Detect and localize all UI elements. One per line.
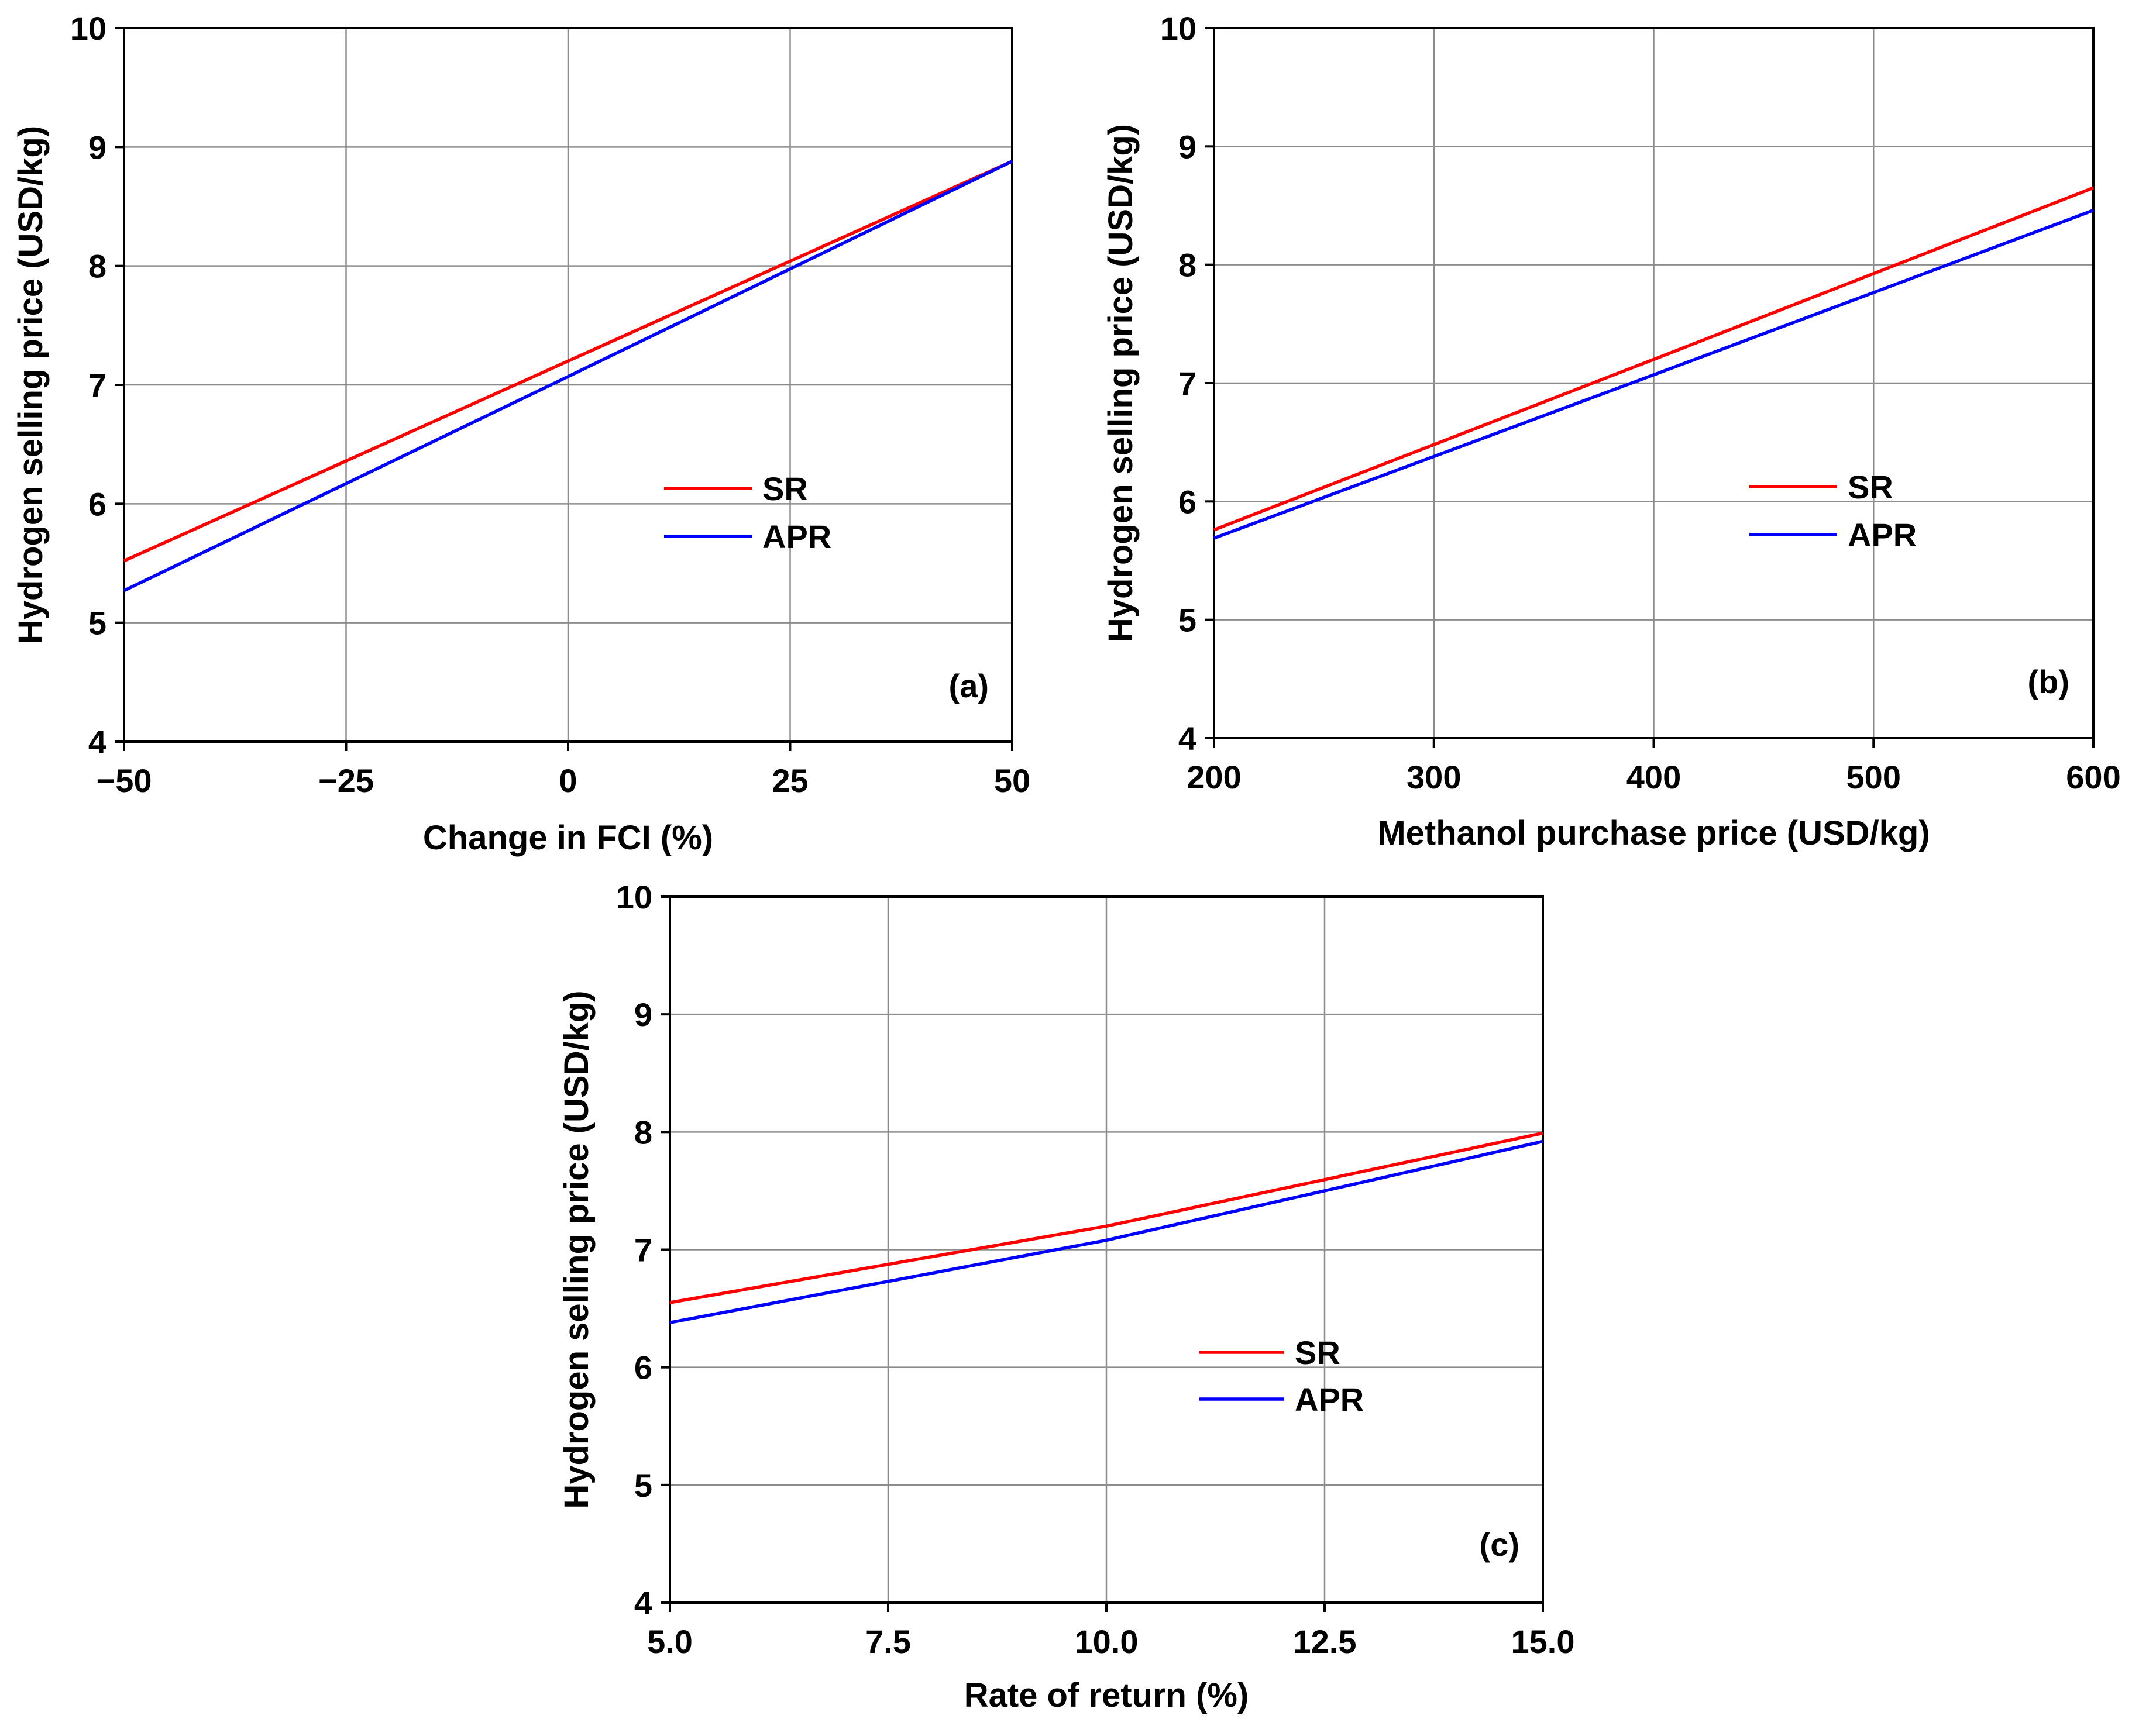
panel-label: (a) xyxy=(949,667,989,704)
x-tick-label: 5.0 xyxy=(647,1623,693,1660)
y-tick-label: 4 xyxy=(88,724,106,760)
y-tick-label: 7 xyxy=(634,1232,652,1269)
x-tick-label: 10.0 xyxy=(1075,1623,1139,1660)
x-axis-title-main: Rate of return xyxy=(964,1676,1196,1714)
legend-label-sr: SR xyxy=(762,470,808,507)
y-axis-title: Hydrogen selling price (USD/kg) xyxy=(1102,124,1140,642)
x-tick-label: 12.5 xyxy=(1293,1623,1357,1660)
x-tick-label: 15.0 xyxy=(1511,1623,1575,1660)
y-tick-label: 5 xyxy=(634,1467,652,1504)
y-tick-label: 8 xyxy=(1178,247,1196,284)
y-tick-label: 7 xyxy=(1178,365,1196,402)
series-line-sr xyxy=(123,160,1013,563)
x-axis-title-main: Methanol purchase price xyxy=(1377,814,1786,852)
y-tick-label: 7 xyxy=(88,367,106,404)
chart-panel-a: −50 −25 0 25 50 4 5 6 7 8 9 10 SR APR (a) Change in FCI… xyxy=(12,10,1030,857)
y-tick-label: 9 xyxy=(88,129,106,166)
y-tick-label: 6 xyxy=(88,485,106,522)
x-axis-title-main: Change in FCI xyxy=(423,819,661,857)
y-tick-label: 8 xyxy=(88,248,106,285)
x-axis-title: Methanol purchase price (USD/kg) xyxy=(1377,814,1930,852)
x-tick-label: −25 xyxy=(318,762,374,799)
y-tick-label: 10 xyxy=(1160,10,1196,47)
y-tick-label: 5 xyxy=(1178,602,1196,639)
y-tick-label: 6 xyxy=(634,1349,652,1386)
y-tick-label: 8 xyxy=(634,1114,652,1151)
legend-label-sr: SR xyxy=(1848,469,1893,505)
y-tick-label: 6 xyxy=(1178,483,1196,520)
y-tick-label: 4 xyxy=(1178,720,1196,757)
legend-label-apr: APR xyxy=(1295,1381,1364,1418)
x-tick-label: 200 xyxy=(1187,759,1241,795)
panel-label: (b) xyxy=(2027,663,2069,700)
x-axis-title: Rate of return (%) xyxy=(964,1676,1249,1714)
legend-label-apr: APR xyxy=(762,518,831,555)
series-line-apr xyxy=(669,1139,1543,1324)
x-tick-label: 50 xyxy=(994,762,1030,799)
series-line-sr xyxy=(669,1131,1543,1304)
x-tick-label: 0 xyxy=(559,762,577,799)
x-tick-label: −50 xyxy=(97,762,152,799)
x-axis-title-unit: (%) xyxy=(661,819,713,857)
y-tick-label: 10 xyxy=(70,10,106,47)
y-tick-label: 5 xyxy=(88,605,106,642)
legend-label-apr: APR xyxy=(1848,516,1917,553)
y-axis-title: Hydrogen selling price (USD/kg) xyxy=(558,990,596,1508)
x-tick-label: 600 xyxy=(2066,759,2120,795)
x-tick-label: 500 xyxy=(1846,759,1901,795)
legend-label-sr: SR xyxy=(1295,1334,1340,1371)
x-axis-title-unit: (USD/kg) xyxy=(1787,814,1930,852)
series-line-sr xyxy=(1213,186,2095,532)
chart-panel-b: 200 300 400 500 600 4 5 6 7 8 9 10 SR APR (b) Methanol … xyxy=(1102,10,2121,852)
x-tick-label: 300 xyxy=(1407,759,1461,795)
y-tick-label: 10 xyxy=(616,879,652,915)
x-axis-title-unit: (%) xyxy=(1196,1676,1249,1714)
x-tick-label: 25 xyxy=(772,762,808,799)
y-axis-title: Hydrogen selling price (USD/kg) xyxy=(12,126,50,644)
series-line-apr xyxy=(123,160,1013,593)
x-tick-label: 7.5 xyxy=(865,1623,911,1660)
y-tick-label: 9 xyxy=(1178,128,1196,165)
x-tick-label: 400 xyxy=(1626,759,1681,795)
chart-panel-c: 5.0 7.5 10.0 12.5 15.0 4 5 6 7 8 9 10 SR APR (c) Rate o… xyxy=(558,879,1575,1714)
y-tick-label: 4 xyxy=(634,1585,652,1621)
y-tick-label: 9 xyxy=(634,996,652,1033)
series-line-apr xyxy=(1213,209,2094,540)
panel-label: (c) xyxy=(1480,1526,1519,1563)
x-axis-title: Change in FCI (%) xyxy=(423,819,713,857)
